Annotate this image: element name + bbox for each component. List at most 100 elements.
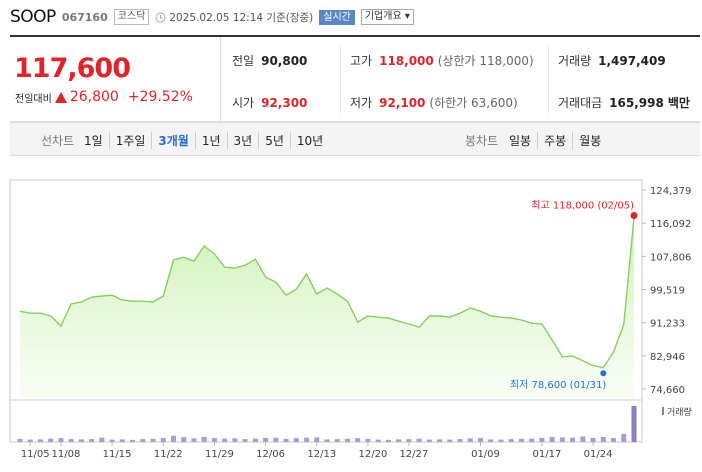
- volume-bar: [201, 436, 207, 442]
- quote-value: 1,497,409: [598, 54, 666, 68]
- x-tick-label: 11/15: [103, 449, 132, 460]
- cell-divider: [548, 45, 549, 113]
- volume-bar: [211, 438, 217, 442]
- y-tick-label: 91,233: [650, 319, 685, 330]
- volume-bar: [17, 438, 23, 442]
- realtime-button[interactable]: 실시간: [319, 9, 355, 25]
- volume-bar: [590, 437, 596, 442]
- low-label: 최저 78,600 (01/31): [510, 379, 606, 391]
- volume-bar: [539, 437, 545, 442]
- volume-bar: [416, 438, 422, 442]
- current-price: 117,600: [14, 53, 131, 84]
- volume-bar: [559, 437, 565, 442]
- volume-bar: [232, 438, 238, 442]
- candle-chart-label: 봉차트: [465, 134, 499, 148]
- y-tick-label: 116,092: [650, 219, 691, 230]
- volume-bar: [263, 437, 269, 442]
- quote-label: 고가: [350, 54, 373, 68]
- quote-label: 저가: [350, 96, 373, 110]
- y-tick-label: 107,806: [650, 252, 691, 263]
- period-tab[interactable]: 3년: [226, 132, 252, 149]
- volume-bar: [406, 439, 412, 442]
- y-tick-label: 99,519: [650, 286, 685, 297]
- volume-bar: [150, 438, 156, 442]
- period-tab[interactable]: 1일: [84, 134, 103, 148]
- volume-bar: [242, 439, 248, 442]
- time-text: 2025.02.05 12:14 기준(장중): [169, 11, 314, 24]
- volume-bar: [58, 438, 64, 442]
- volume-bar: [334, 439, 340, 442]
- period-tab[interactable]: 10년: [289, 132, 323, 149]
- x-tick-label: 11/05: [21, 449, 50, 460]
- price-area: [20, 217, 634, 398]
- volume-bar: [314, 437, 320, 442]
- volume-bar: [426, 439, 432, 442]
- x-tick-label: 11/22: [154, 449, 183, 460]
- quote-cell: 고가 118,000 (상한가 118,000): [350, 52, 534, 69]
- clock-icon: [155, 12, 166, 22]
- cell-divider: [340, 45, 341, 113]
- company-text: 기업개요: [364, 11, 402, 22]
- candle-tab[interactable]: 월봉: [572, 132, 601, 149]
- header: SOOP 067160 코스닥 2025.02.05 12:14 기준(장중) …: [10, 6, 414, 28]
- volume-bar: [140, 439, 146, 442]
- period-tab[interactable]: 5년: [258, 132, 284, 149]
- volume-bar: [171, 435, 176, 442]
- candle-tab[interactable]: 일봉: [509, 134, 532, 148]
- y-tick-label: 124,379: [650, 186, 691, 197]
- quote-label: 거래대금: [558, 96, 603, 110]
- volume-bar: [611, 438, 617, 442]
- quote-cell: 저가 92,100 (하한가 63,600): [350, 94, 518, 111]
- volume-bar: [488, 439, 494, 442]
- volume-bar: [304, 437, 310, 442]
- company-dropdown[interactable]: 기업개요 ▾: [360, 9, 414, 25]
- candle-tab[interactable]: 주봉: [537, 132, 566, 149]
- volume-bar: [160, 438, 166, 442]
- volume-bar: [437, 439, 443, 442]
- volume-bar: [631, 406, 637, 442]
- volume-bar: [518, 438, 524, 442]
- quote-note: (상한가 118,000): [437, 54, 534, 68]
- volume-bar: [273, 437, 279, 442]
- period-tab[interactable]: 3개월: [151, 132, 189, 149]
- volume-bar: [222, 438, 228, 442]
- quote-value: 90,800: [261, 54, 308, 68]
- volume-bar: [130, 439, 136, 442]
- change-rate: +29.52%: [127, 89, 193, 105]
- x-tick-label: 12/13: [307, 449, 336, 460]
- volume-bar: [355, 438, 361, 442]
- period-tab[interactable]: 1년: [194, 132, 221, 149]
- volume-bar: [396, 439, 402, 442]
- change-value: 26,800: [69, 89, 119, 105]
- y-tick-label: 82,946: [650, 352, 685, 363]
- quote-label: 거래량: [558, 54, 592, 68]
- x-tick-label: 01/24: [584, 449, 613, 460]
- volume-bar: [508, 439, 514, 442]
- low-marker: [600, 370, 607, 377]
- period-tab[interactable]: 1주일: [108, 132, 145, 149]
- x-tick-label: 11/08: [52, 449, 81, 460]
- quote-cell: 거래량 1,497,409: [558, 52, 666, 69]
- volume-bar: [498, 439, 504, 442]
- volume-bar: [580, 436, 586, 442]
- volume-bar: [283, 438, 289, 442]
- volume-bar: [99, 437, 105, 442]
- volume-bar: [529, 438, 535, 442]
- quote-label: 전일: [232, 54, 255, 68]
- line-chart-label: 선차트: [41, 134, 75, 148]
- volume-bar: [324, 439, 330, 442]
- quote-value: 118,000: [379, 54, 434, 68]
- volume-bar: [467, 438, 473, 442]
- volume-bar: [78, 439, 84, 442]
- quote-label: 시가: [232, 96, 255, 110]
- x-tick-label: 12/20: [359, 449, 388, 460]
- high-label: 최고 118,000 (02/05): [531, 200, 634, 212]
- x-tick-label: 01/17: [532, 449, 561, 460]
- y-tick-label: 74,660: [650, 385, 685, 396]
- x-tick-label: 01/09: [471, 449, 500, 460]
- quote-value: 92,300: [261, 96, 308, 110]
- volume-bar: [37, 439, 43, 442]
- volume-bar: [89, 439, 95, 442]
